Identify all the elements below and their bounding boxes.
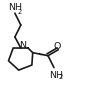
Text: 2: 2: [18, 9, 22, 15]
Text: N: N: [19, 41, 26, 50]
Text: NH: NH: [49, 71, 63, 80]
Text: NH: NH: [8, 3, 22, 12]
Text: O: O: [53, 42, 61, 51]
Text: 2: 2: [59, 74, 63, 80]
